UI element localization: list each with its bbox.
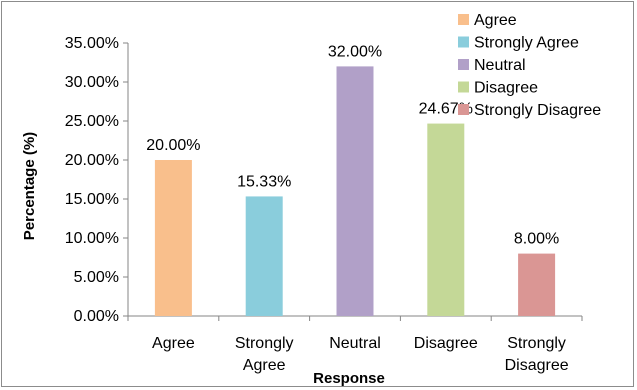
data-label: 32.00% <box>328 43 382 60</box>
y-tick-label: 10.00% <box>65 230 119 247</box>
bar-neutral <box>336 66 374 317</box>
data-label: 15.33% <box>237 173 291 190</box>
x-tick-label: Agree <box>152 335 195 352</box>
legend-swatch <box>458 81 469 93</box>
x-tick-label: Strongly Agree <box>235 335 294 374</box>
legend-swatch <box>458 104 469 115</box>
y-axis-title: Percentage (%) <box>21 132 38 240</box>
y-tick-label: 5.00% <box>74 269 119 286</box>
bar-strongly-agree <box>245 196 283 316</box>
legend-entry: Strongly Disagree <box>474 102 601 119</box>
y-tick-label: 0.00% <box>74 308 119 325</box>
y-tick-label: 20.00% <box>65 152 119 169</box>
legend-entry: Neutral <box>474 57 526 74</box>
y-tick-label: 15.00% <box>65 191 119 208</box>
data-label: 8.00% <box>514 231 559 248</box>
x-axis: Agree Strongly Agree Neutral Disagree Strongl… <box>127 315 583 374</box>
y-tick-label: 30.00% <box>65 74 119 91</box>
x-tick-label: Neutral <box>329 335 381 352</box>
legend: Agree Strongly Agree Neutral Disagree Strong… <box>458 12 601 119</box>
legend-entry: Disagree <box>474 80 538 97</box>
bars <box>154 66 556 317</box>
y-tick-label: 35.00% <box>65 35 119 52</box>
legend-swatch <box>458 59 469 70</box>
bar-agree <box>154 160 192 316</box>
x-tick-label: Disagree <box>414 335 478 352</box>
bar-strongly-disagree <box>518 253 556 316</box>
legend-swatch <box>458 36 469 48</box>
legend-entry: Agree <box>474 12 517 29</box>
legend-swatch <box>458 14 469 25</box>
data-label: 20.00% <box>146 137 200 154</box>
x-axis-title: Response <box>313 370 385 387</box>
bar-disagree <box>427 123 465 316</box>
y-axis: 0.00% 5.00% 10.00% 15.00% 20.00% 25.00% 30.00%… <box>65 35 129 325</box>
y-tick-label: 25.00% <box>65 113 119 130</box>
x-tick-label: Strongly Disagree <box>505 335 569 374</box>
legend-entry: Strongly Agree <box>474 35 579 52</box>
